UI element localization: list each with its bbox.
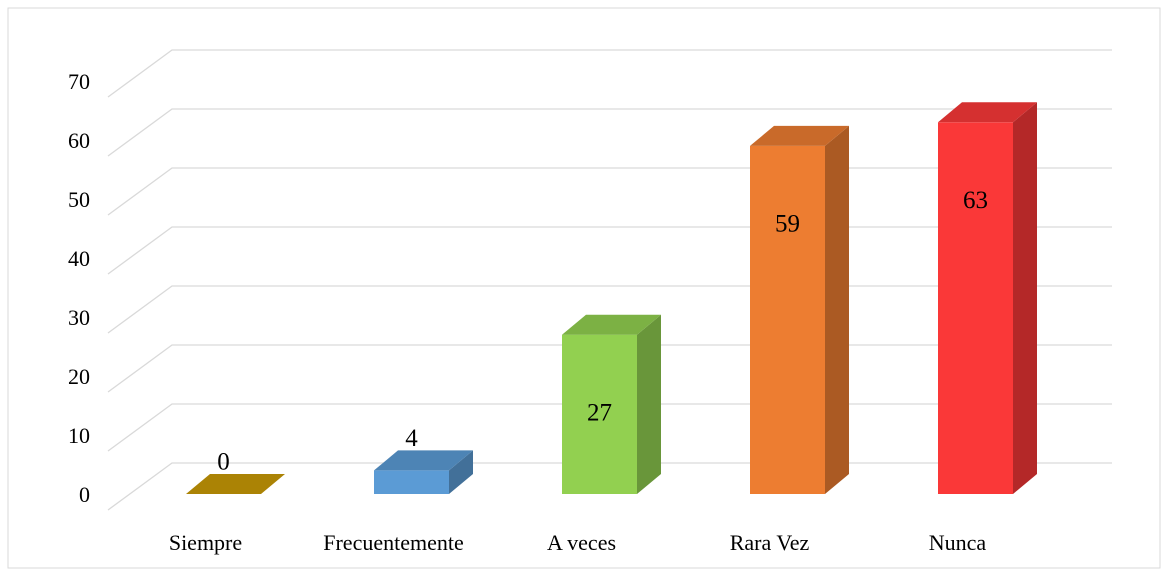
bar-side bbox=[449, 450, 473, 494]
value-label: 59 bbox=[775, 211, 800, 238]
bar-top bbox=[938, 102, 1037, 123]
x-tick-label: Rara Vez bbox=[730, 530, 810, 555]
bar-top bbox=[562, 314, 661, 335]
bar-side bbox=[1013, 102, 1037, 495]
x-tick-label: A veces bbox=[547, 530, 616, 555]
value-label: 0 bbox=[217, 449, 230, 476]
x-tick-label: Frecuentemente bbox=[323, 530, 464, 555]
bar-side bbox=[825, 125, 849, 495]
x-tick-label: Siempre bbox=[169, 530, 242, 555]
value-label: 4 bbox=[405, 425, 418, 452]
y-tick-label: 60 bbox=[68, 128, 90, 153]
y-tick-label: 0 bbox=[79, 482, 90, 507]
grid-line bbox=[107, 49, 1112, 98]
grid-line bbox=[107, 108, 1112, 157]
bar-front bbox=[750, 145, 825, 494]
bar-front bbox=[938, 122, 1013, 495]
bar-front bbox=[374, 470, 449, 494]
bar-top bbox=[374, 450, 473, 471]
y-tick-label: 10 bbox=[68, 423, 90, 448]
value-label: 27 bbox=[587, 399, 612, 426]
bar-side bbox=[637, 314, 661, 494]
y-tick-label: 20 bbox=[68, 364, 90, 389]
bar-top bbox=[186, 474, 285, 494]
y-tick-label: 30 bbox=[68, 305, 90, 330]
y-tick-label: 70 bbox=[68, 69, 90, 94]
bar-top bbox=[750, 125, 849, 146]
x-tick-label: Nunca bbox=[929, 530, 987, 555]
value-label: 63 bbox=[963, 187, 988, 214]
bar-front bbox=[562, 334, 637, 494]
y-tick-label: 40 bbox=[68, 246, 90, 271]
y-tick-label: 50 bbox=[68, 187, 90, 212]
